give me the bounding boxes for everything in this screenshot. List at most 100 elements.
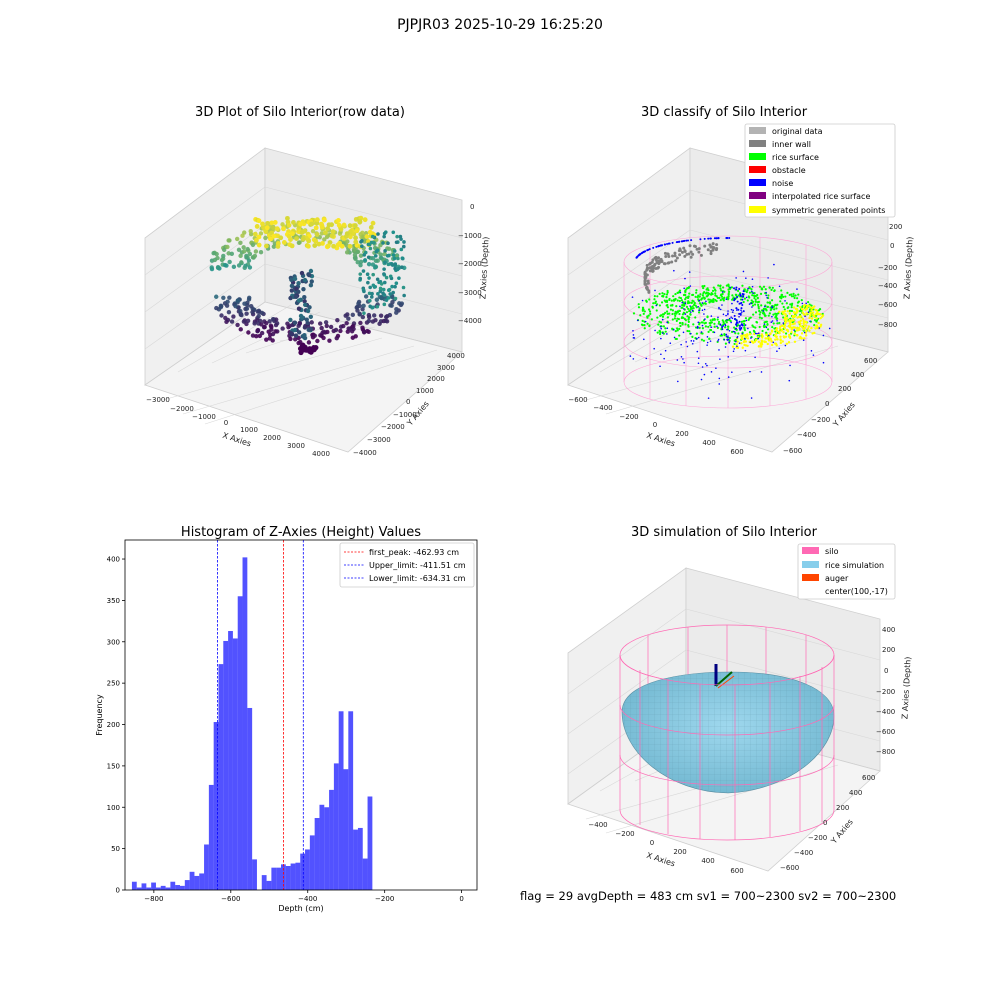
classify-point (664, 349, 667, 352)
classify-point (683, 249, 687, 253)
raw-point (305, 243, 311, 249)
classify-point (807, 325, 811, 328)
classify-point (678, 289, 682, 292)
raw-point (211, 251, 216, 256)
classify-point (680, 299, 683, 302)
classify-point (676, 359, 679, 361)
classify-point (686, 329, 689, 333)
classify-point (658, 320, 661, 323)
raw-point (263, 229, 269, 234)
raw-point (281, 226, 286, 232)
classify-point (784, 344, 787, 347)
raw-point (337, 240, 343, 246)
raw-point (366, 255, 371, 260)
classify-point (814, 308, 817, 312)
classify-point (700, 332, 703, 335)
classify-point (740, 311, 743, 313)
classify-point (665, 293, 669, 296)
classify-point (762, 307, 766, 311)
classify-point (666, 333, 668, 335)
classify-ytick: 600 (864, 357, 877, 365)
classify-point (781, 340, 784, 343)
raw-point (311, 346, 317, 352)
raw-point (268, 236, 273, 242)
classify-point (641, 308, 645, 311)
classify-point (821, 314, 825, 317)
classify-point (710, 321, 713, 324)
raw-point (252, 253, 258, 259)
raw-point (382, 273, 387, 277)
simulation-xlabel: X Axies (645, 851, 676, 869)
raw-point (308, 314, 314, 319)
raw-point (378, 286, 383, 291)
classify-point (691, 293, 695, 297)
raw-point (389, 303, 394, 308)
histogram-bar (131, 881, 137, 890)
raw-point (227, 259, 232, 265)
raw-point (288, 295, 293, 301)
classify-point (756, 332, 758, 335)
classify-point (754, 326, 757, 329)
raw-point (271, 233, 277, 239)
classify-point (802, 305, 806, 308)
classify-point (804, 308, 807, 312)
classify-point (794, 294, 797, 297)
classify-point (689, 250, 693, 254)
classify-point (675, 312, 678, 315)
classify-point (796, 301, 800, 304)
classify-point (784, 335, 788, 338)
classify-point (782, 305, 785, 309)
raw-point (319, 231, 325, 236)
classify-point (727, 376, 730, 378)
raw-point (366, 261, 372, 267)
classify-point (650, 318, 653, 321)
classify-point (643, 338, 645, 341)
classify-point (663, 262, 667, 266)
classify-point (775, 304, 778, 307)
raw-point (347, 243, 353, 249)
classify-point (729, 286, 731, 289)
classify-point (709, 249, 713, 253)
classify-point (770, 330, 774, 333)
classify-point (807, 304, 810, 308)
panel-classify: 3D classify of Silo Interior (567, 105, 915, 456)
classify-point (678, 334, 681, 337)
classify-point (815, 317, 818, 320)
raw-point (392, 249, 397, 253)
raw-point (361, 234, 366, 239)
raw-point (391, 230, 396, 235)
raw-point (374, 249, 379, 254)
classify-point (741, 346, 744, 349)
classify-point (718, 349, 720, 351)
raw-point (323, 320, 329, 325)
classify-point (676, 299, 679, 302)
raw-point (341, 222, 347, 228)
raw-ytick: 4000 (447, 352, 465, 360)
classify-point (670, 260, 674, 264)
classify-point (735, 323, 738, 326)
histogram-bar (295, 862, 301, 890)
classify-point (752, 292, 754, 294)
simulation-ylabel: Y Axies (829, 817, 855, 846)
raw-point (246, 258, 252, 263)
raw-point (372, 313, 377, 318)
classify-point (697, 311, 701, 314)
classify-point (788, 320, 791, 323)
classify-point (707, 289, 710, 292)
raw-point (296, 330, 302, 335)
classify-point (731, 371, 733, 374)
raw-point (373, 265, 377, 270)
classify-point (770, 299, 774, 302)
histogram-bar (343, 769, 349, 890)
classify-point (763, 321, 766, 324)
raw-point (355, 249, 360, 255)
classify-point (660, 260, 664, 264)
classify-point (643, 270, 647, 274)
classify-point (810, 350, 813, 352)
classify-point (766, 296, 768, 299)
classify-point (743, 337, 746, 340)
classify-point (787, 341, 791, 344)
classify-point (697, 305, 700, 308)
classify-point (743, 319, 746, 323)
classify-point (701, 324, 704, 327)
